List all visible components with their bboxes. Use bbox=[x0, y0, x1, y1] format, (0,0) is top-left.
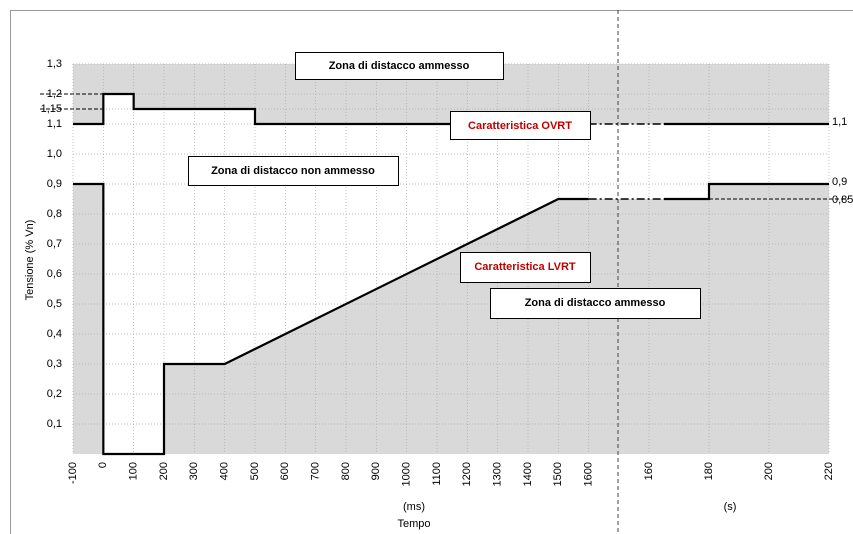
y-tick-label: 1,0 bbox=[47, 148, 62, 160]
series-label: Caratteristica LVRT bbox=[474, 261, 576, 273]
x-tick-label: 1300 bbox=[492, 462, 504, 486]
x-tick-label: 500 bbox=[249, 462, 261, 480]
x-tick-label: 900 bbox=[370, 462, 382, 480]
x-unit: (ms) bbox=[403, 501, 425, 513]
x-axis-label: Tempo bbox=[397, 518, 430, 530]
x-tick-label: 1100 bbox=[431, 462, 443, 486]
x-tick-label: 400 bbox=[219, 462, 231, 480]
x-tick-label: 220 bbox=[823, 462, 835, 480]
y-tick-label: 1,15 bbox=[41, 103, 62, 115]
x-tick-label: 1500 bbox=[552, 462, 564, 486]
series-line bbox=[664, 182, 829, 201]
y-tick-label: 0,4 bbox=[47, 328, 62, 340]
right-label: 0,85 bbox=[832, 194, 853, 206]
y-tick-label: 0,2 bbox=[47, 388, 62, 400]
y-tick-label: 0,3 bbox=[47, 358, 62, 370]
x-tick-label: 300 bbox=[188, 462, 200, 480]
x-tick-label: 0 bbox=[97, 462, 109, 468]
zone-box bbox=[490, 288, 701, 319]
series-box bbox=[460, 252, 591, 283]
x-tick-label: -100 bbox=[67, 462, 79, 484]
y-tick-label: 0,6 bbox=[47, 268, 62, 280]
x-tick-label: 100 bbox=[128, 462, 140, 480]
x-tick-label: 600 bbox=[279, 462, 291, 480]
y-tick-label: 0,5 bbox=[47, 298, 62, 310]
x-tick-label: 1200 bbox=[461, 462, 473, 486]
y-axis-label: Tensione (% Vn) bbox=[24, 220, 36, 301]
series-box bbox=[450, 111, 591, 140]
y-tick-label: 0,1 bbox=[47, 418, 62, 430]
zone-box bbox=[295, 52, 504, 80]
zone-label: Zona di distacco ammesso bbox=[329, 60, 470, 72]
x-tick-label: 180 bbox=[703, 462, 715, 480]
zone-box bbox=[188, 156, 399, 186]
series-line bbox=[73, 92, 589, 126]
x-tick-label: 1000 bbox=[401, 462, 413, 486]
zone-label: Zona di distacco ammesso bbox=[525, 297, 666, 309]
x-tick-label: 1400 bbox=[522, 462, 534, 486]
y-tick-label: 0,9 bbox=[47, 178, 62, 190]
series-label: Caratteristica OVRT bbox=[468, 120, 572, 132]
x-tick-label: 160 bbox=[643, 462, 655, 480]
y-tick-label: 0,7 bbox=[47, 238, 62, 250]
right-label: 0,9 bbox=[832, 176, 847, 188]
zone-fill bbox=[73, 184, 829, 454]
x-tick-label: 200 bbox=[158, 462, 170, 480]
x-tick-label: 700 bbox=[310, 462, 322, 480]
x-tick-label: 1600 bbox=[583, 462, 595, 486]
right-label: 1,1 bbox=[832, 116, 847, 128]
y-tick-label: 0,8 bbox=[47, 208, 62, 220]
x-tick-label: 200 bbox=[763, 462, 775, 480]
frame bbox=[10, 10, 853, 534]
x-unit: (s) bbox=[724, 501, 737, 513]
x-tick-label: 800 bbox=[340, 462, 352, 480]
y-tick-label: 1,3 bbox=[47, 58, 62, 70]
series-line bbox=[73, 182, 589, 456]
zone-label: Zona di distacco non ammesso bbox=[211, 165, 375, 177]
y-tick-label: 1,1 bbox=[47, 118, 62, 130]
